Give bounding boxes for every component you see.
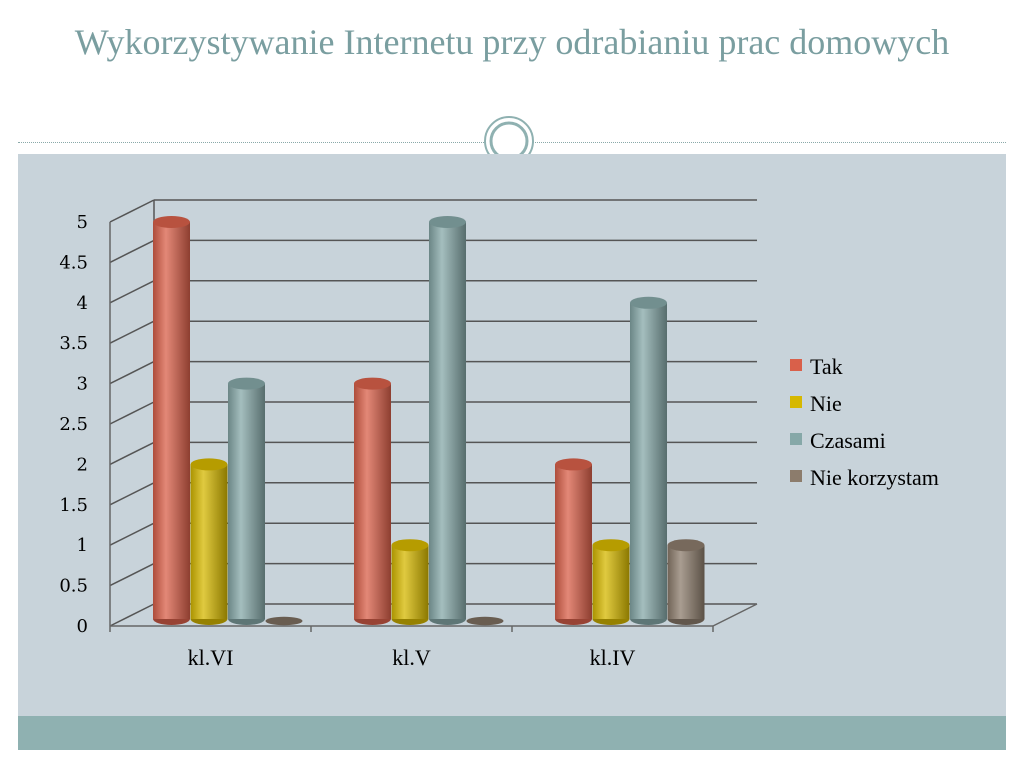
gridline-depth	[109, 482, 155, 506]
bar-front	[630, 302, 667, 619]
x-category-label: kl.IV	[590, 645, 636, 670]
bar-top	[190, 458, 228, 471]
legend-label: Tak	[810, 354, 843, 379]
x-category-label: kl.V	[392, 645, 431, 670]
bar	[667, 539, 705, 625]
bar-top	[555, 458, 592, 471]
gridline-depth	[109, 441, 155, 466]
y-tick-label: 0	[77, 616, 88, 637]
y-tick-label: 3	[77, 374, 88, 395]
bar-front	[429, 222, 466, 619]
bar-zero-disc	[265, 616, 303, 626]
bar-front	[354, 383, 391, 619]
y-tick-label: 2.5	[59, 414, 88, 435]
legend-swatch	[790, 470, 802, 482]
legend: Tak Nie Czasami Nie korzystam	[790, 354, 939, 490]
bar	[354, 377, 391, 625]
bar-top	[630, 296, 667, 309]
legend-swatch	[790, 359, 802, 371]
gridline-depth	[109, 401, 155, 425]
bar	[228, 377, 265, 625]
bar	[153, 216, 190, 625]
gridline-depth	[109, 360, 155, 385]
bar-zero-disc	[466, 616, 504, 626]
gridline-depth	[109, 603, 155, 627]
gridline-depth	[109, 280, 155, 304]
bar-front	[153, 222, 190, 619]
bar-front	[391, 545, 429, 619]
bar-top	[667, 539, 705, 552]
gridline-depth	[109, 239, 155, 264]
gridline-depth	[109, 562, 155, 587]
bar-top	[429, 216, 466, 228]
y-tick-label: 3.5	[59, 333, 88, 354]
bar-top	[153, 216, 190, 228]
y-tick-label: 5	[77, 212, 88, 233]
bar-front	[667, 545, 705, 619]
bar	[555, 458, 592, 625]
bar	[391, 539, 429, 625]
y-tick-label: 2	[77, 454, 88, 475]
y-axis-ticks: 0 0.5 1 1.5 2 2.5 3 3.5 4 4.5 5	[59, 212, 88, 637]
y-tick-label: 1.5	[59, 495, 88, 516]
footer-band	[18, 716, 1006, 750]
gridline-depth	[109, 320, 155, 344]
x-axis-categories: kl.VI kl.V kl.IV	[188, 645, 636, 670]
bar	[265, 616, 303, 626]
y-tick-label: 4	[77, 293, 88, 314]
legend-swatch	[790, 433, 802, 445]
bar-front	[592, 545, 630, 619]
slide-title: Wykorzystywanie Internetu przy odrabiani…	[74, 22, 950, 62]
bar	[630, 296, 667, 625]
bar	[429, 216, 466, 625]
bar-top	[354, 377, 391, 390]
bar	[592, 539, 630, 625]
y-tick-label: 1	[77, 535, 88, 556]
floor-right-edge	[712, 603, 758, 627]
legend-swatch	[790, 396, 802, 408]
bar-top	[228, 377, 265, 390]
x-category-label: kl.VI	[188, 645, 234, 670]
bar	[466, 616, 504, 626]
bar	[190, 458, 228, 625]
gridline-depth	[109, 522, 155, 546]
legend-label: Czasami	[810, 428, 886, 453]
bar-front	[555, 464, 592, 619]
circle-ornament-icon	[484, 116, 534, 166]
bar-front	[228, 383, 265, 619]
y-tick-label: 0.5	[59, 576, 88, 597]
gridline-depth	[109, 199, 155, 223]
legend-label: Nie	[810, 391, 842, 416]
legend-label: Nie korzystam	[810, 465, 939, 490]
bar-top	[592, 539, 630, 552]
bar-front	[190, 464, 228, 619]
bar-top	[391, 539, 429, 552]
y-tick-label: 4.5	[59, 252, 88, 273]
bars	[153, 216, 705, 626]
